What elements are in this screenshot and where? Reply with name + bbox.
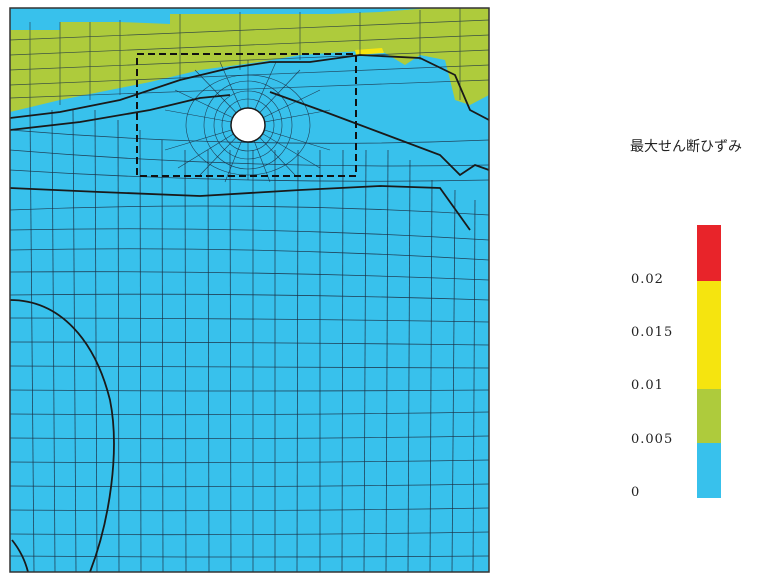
legend-title: 最大せん断ひずみ [630,139,742,155]
boundary-lines [10,54,489,572]
plot-frame [9,7,490,573]
tunnel-opening [230,107,266,143]
focus-area-dashed-box [136,53,357,177]
opening-rings [185,74,311,176]
legend-tick-0: 0 [631,485,641,500]
colorbar-red-segment [697,225,721,281]
legend-colorbar [697,225,721,498]
colorbar-green-segment [697,389,721,443]
colorbar-yellow-segment [697,281,721,389]
legend-tick-0-02: 0.02 [631,272,664,287]
legend-tick-0-015: 0.015 [631,325,674,340]
legend-tick-0-005: 0.005 [631,432,674,447]
colorbar-blue-segment [697,443,721,498]
legend-tick-0-01: 0.01 [631,378,664,393]
mesh-horizontal-lines [10,129,489,558]
mesh-vertical-lines [29,109,476,572]
shear-strain-yellow-spot [355,48,384,55]
